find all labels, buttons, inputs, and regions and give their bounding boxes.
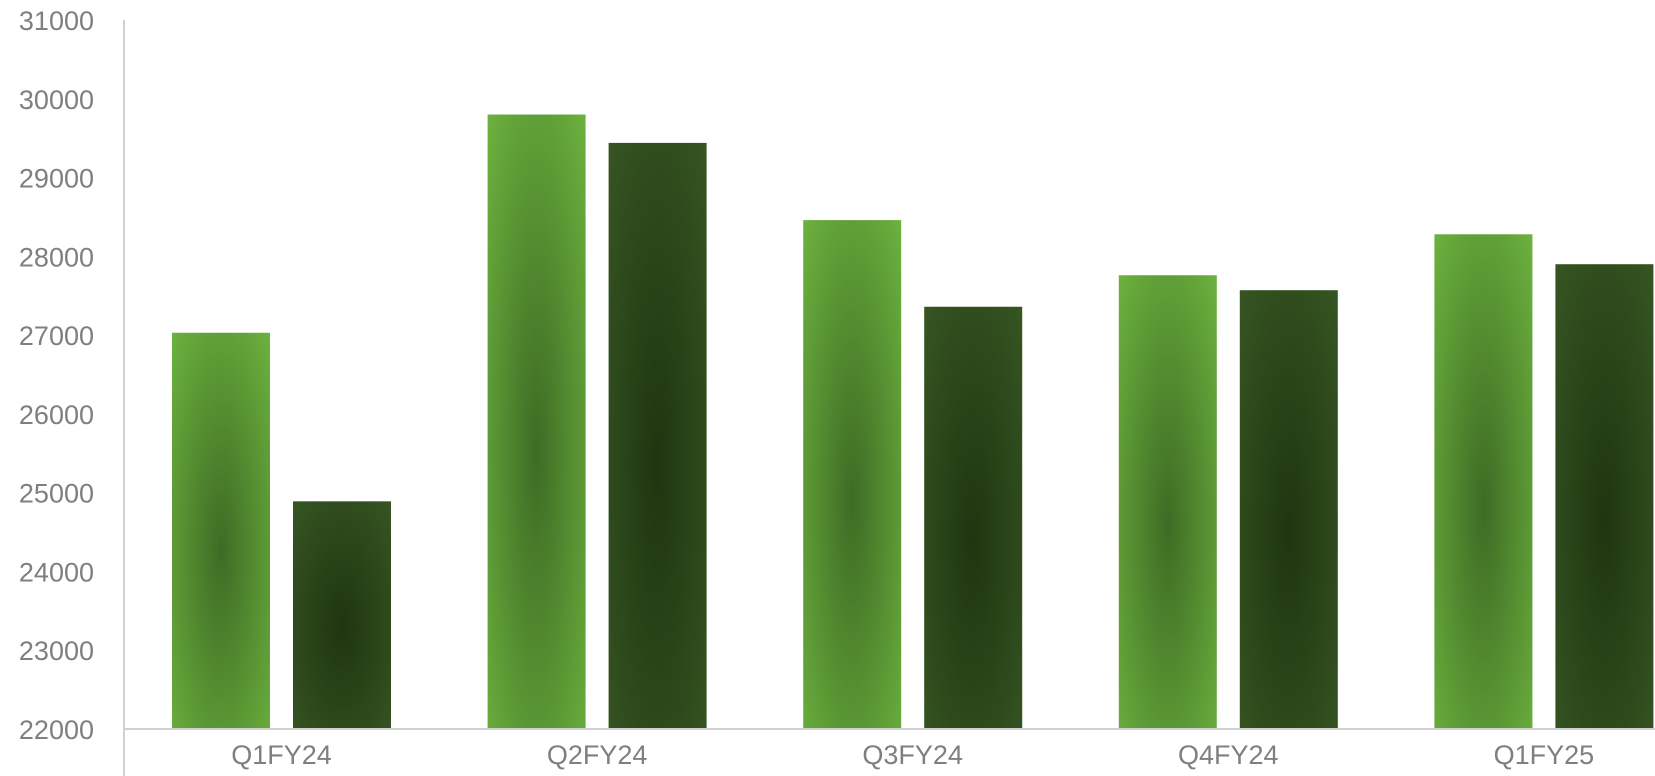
x-tick-label: Q3FY24 [862,740,963,770]
bar-series-1-q2fy24 [487,114,586,730]
y-tick-label: 31000 [19,6,94,36]
bar-series-2-q1fy25 [1555,264,1654,729]
y-tick-label: 28000 [19,242,94,272]
x-axis-ticks: Q1FY24 Q2FY24 Q3FY24 Q4FY24 Q1FY25 [231,740,1594,770]
x-tick-label: Q1FY24 [231,740,332,770]
bar-series-1-q1fy25 [1434,234,1533,729]
x-tick-label: Q1FY25 [1494,740,1595,770]
x-tick-label: Q2FY24 [547,740,648,770]
y-tick-label: 25000 [19,479,94,509]
y-tick-label: 29000 [19,164,94,194]
y-tick-label: 27000 [19,321,94,351]
bar-series-1-q1fy24 [172,332,270,729]
bar-series-1-q4fy24 [1118,275,1217,729]
y-tick-label: 30000 [19,85,94,115]
bar-series-2-q4fy24 [1239,290,1338,729]
bar-series-2-q2fy24 [608,142,707,730]
y-tick-label: 24000 [19,557,94,587]
bar-series-2-q3fy24 [924,306,1023,729]
y-axis-ticks: 22000 23000 24000 25000 26000 27000 28000 29000… [19,6,94,745]
bar-series-1-q3fy24 [803,220,902,729]
y-tick-label: 23000 [19,636,94,666]
x-tick-label: Q4FY24 [1178,740,1279,770]
y-tick-label: 22000 [19,715,94,745]
bar-series-2-q1fy24 [293,501,391,729]
y-tick-label: 26000 [19,400,94,430]
bars-group [172,114,1654,730]
